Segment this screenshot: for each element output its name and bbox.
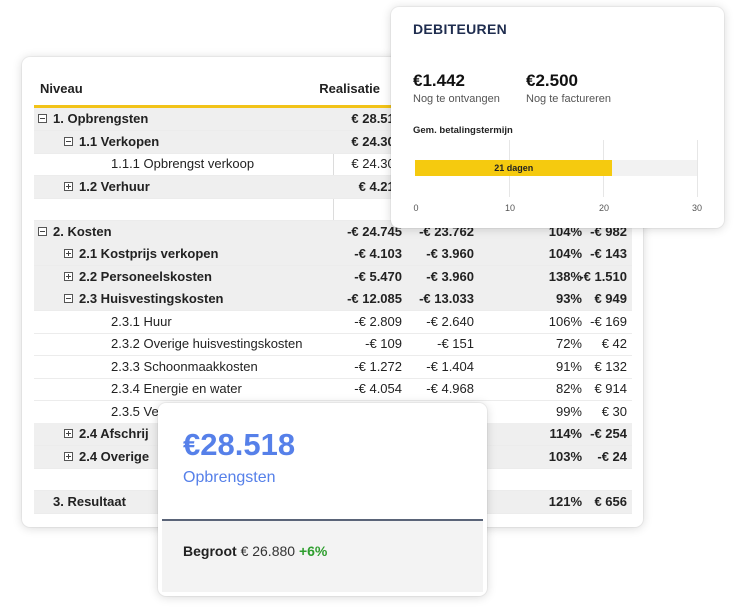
row-cell-c1: -€ 4.054: [354, 381, 402, 396]
expand-icon[interactable]: [64, 181, 73, 191]
row-cell-c4: € 30: [601, 403, 627, 419]
opbrengsten-label: Opbrengsten: [183, 469, 276, 486]
column-header-niveau[interactable]: Niveau: [40, 81, 83, 96]
row-cell-c3: 72%: [555, 336, 582, 351]
kpi-nog-te-ontvangen-label: Nog te ontvangen: [413, 93, 500, 105]
opbrengsten-kpi-card: €28.518 Opbrengsten Begroot € 26.880 +6%: [158, 403, 487, 596]
row-cell-c4: -€ 1.510: [579, 268, 627, 284]
row-cell-c2: -€ 151: [437, 336, 474, 351]
row-cell-c1: -€ 12.085: [347, 291, 402, 306]
betalingstermijn-bar-track: 21 dagen: [415, 160, 697, 176]
debiteuren-card: DEBITEUREN €1.442 Nog te ontvangen €2.50…: [391, 7, 724, 228]
expand-icon[interactable]: [64, 451, 73, 461]
row-cell-c4: -€ 143: [590, 246, 627, 261]
debiteuren-title: DEBITEUREN: [413, 21, 508, 37]
row-label: 1.2 Verhuur: [79, 178, 150, 194]
row-cell-c1: -€ 1.272: [354, 358, 402, 374]
begroot-label: Begroot: [183, 543, 237, 559]
row-label: 2.1 Kostprijs verkopen: [79, 246, 219, 261]
row-cell-c1: € 24.300: [351, 156, 402, 171]
axis-tick-20: 20: [598, 203, 609, 213]
row-cell-c1: -€ 24.745: [347, 223, 402, 239]
row-cell-c2: -€ 3.960: [426, 246, 474, 261]
row-cell-c4: -€ 169: [590, 313, 627, 329]
expand-icon[interactable]: [64, 271, 73, 281]
row-cell-c3: 99%: [555, 403, 582, 419]
row-cell-c4: € 656: [594, 493, 627, 509]
row-cell-c2: -€ 4.968: [426, 381, 474, 396]
begroot-value: € 26.880: [240, 543, 296, 559]
row-cell-c2: -€ 13.033: [419, 291, 474, 306]
row-cell-c2: -€ 3.960: [426, 268, 474, 284]
row-cell-c4: -€ 24: [597, 448, 627, 464]
table-row[interactable]: 2.3.1 Huur -€ 2.809 -€ 2.640 106% -€ 169: [34, 311, 632, 334]
row-cell-c1: € 24.300: [351, 133, 402, 149]
row-label: 2.4 Overige: [79, 448, 150, 464]
row-cell-c1: € 28.518: [351, 111, 402, 126]
row-cell-c1: -€ 5.470: [354, 268, 402, 284]
kpi-divider: [162, 519, 483, 521]
kpi-nog-te-ontvangen-value: €1.442: [413, 71, 465, 90]
row-cell-c4: € 42: [601, 336, 627, 351]
table-row[interactable]: 2.3.2 Overige huisvestingskosten -€ 109 -€…: [34, 333, 632, 356]
kpi-nog-te-factureren-value: €2.500: [526, 71, 578, 90]
begroot-section: [162, 521, 483, 592]
row-cell-c3: 106%: [548, 313, 582, 329]
row-cell-c2: -€ 1.404: [426, 358, 474, 374]
row-cell-c3: 121%: [548, 493, 582, 509]
opbrengsten-value: €28.518: [183, 427, 296, 462]
row-label: 3. Resultaat: [53, 493, 126, 509]
row-cell-c3: 138%: [548, 268, 582, 284]
betalingstermijn-title: Gem. betalingstermijn: [413, 125, 513, 136]
axis-tick-0: 0: [413, 203, 419, 213]
collapse-icon[interactable]: [64, 294, 73, 303]
row-cell-c2: -€ 2.640: [426, 313, 474, 329]
row-cell-c3: 104%: [548, 246, 582, 261]
row-cell-c1: -€ 4.103: [354, 246, 402, 261]
gridline-30: [697, 140, 698, 197]
row-label: 1. Opbrengsten: [53, 111, 149, 126]
row-label: 2. Kosten: [53, 223, 112, 239]
collapse-icon[interactable]: [38, 114, 47, 123]
row-label: 2.3.2 Overige huisvestingskosten: [111, 336, 303, 351]
row-cell-c3: 93%: [555, 291, 582, 306]
row-label: 2.3.5 Ve: [111, 403, 159, 419]
table-row[interactable]: 2.2 Personeelskosten -€ 5.470 -€ 3.960 138%…: [34, 265, 632, 289]
table-row[interactable]: 2.3.3 Schoonmaakkosten -€ 1.272 -€ 1.404 91…: [34, 356, 632, 379]
row-label: 2.3 Huisvestingskosten: [79, 291, 224, 306]
begroot-line: Begroot € 26.880 +6%: [183, 543, 327, 559]
row-label: 2.2 Personeelskosten: [79, 268, 212, 284]
row-cell-c1: -€ 109: [365, 336, 402, 351]
begroot-delta: +6%: [298, 543, 328, 559]
expand-icon[interactable]: [64, 429, 73, 438]
axis-tick-10: 10: [504, 203, 515, 213]
row-label: 2.3.4 Energie en water: [111, 381, 242, 396]
expand-icon[interactable]: [64, 249, 73, 258]
row-label: 1.1 Verkopen: [79, 133, 160, 149]
row-cell-c3: 114%: [549, 426, 582, 441]
row-cell-c1: -€ 2.809: [354, 313, 402, 329]
row-cell-c4: -€ 254: [590, 426, 627, 441]
row-cell-c4: € 949: [594, 291, 627, 306]
betalingstermijn-bar[interactable]: 21 dagen: [415, 160, 613, 176]
collapse-icon[interactable]: [64, 136, 73, 146]
column-header-realisatie[interactable]: Realisatie: [319, 81, 380, 96]
row-label: 2.4 Afschrij: [79, 426, 149, 441]
row-label: 1.1.1 Opbrengst verkoop: [111, 156, 255, 171]
table-row[interactable]: 2.3 Huisvestingskosten -€ 12.085 -€ 13.033…: [34, 288, 632, 311]
table-row[interactable]: 2.1 Kostprijs verkopen -€ 4.103 -€ 3.960 10…: [34, 243, 632, 266]
row-label: 2.3.3 Schoonmaakkosten: [111, 358, 258, 374]
collapse-icon[interactable]: [38, 226, 47, 236]
row-cell-c3: 103%: [548, 448, 582, 464]
row-cell-c3: 82%: [555, 381, 582, 396]
table-row[interactable]: 2.3.4 Energie en water -€ 4.054 -€ 4.968 82…: [34, 378, 632, 401]
row-cell-c4: € 132: [594, 358, 627, 374]
row-cell-c3: 91%: [555, 358, 582, 374]
row-label: 2.3.1 Huur: [111, 313, 172, 329]
row-cell-c4: € 914: [594, 381, 627, 396]
axis-tick-30: 30: [691, 203, 702, 213]
table-header: Niveau Realisatie: [34, 71, 633, 108]
kpi-nog-te-factureren-label: Nog te factureren: [526, 93, 611, 105]
